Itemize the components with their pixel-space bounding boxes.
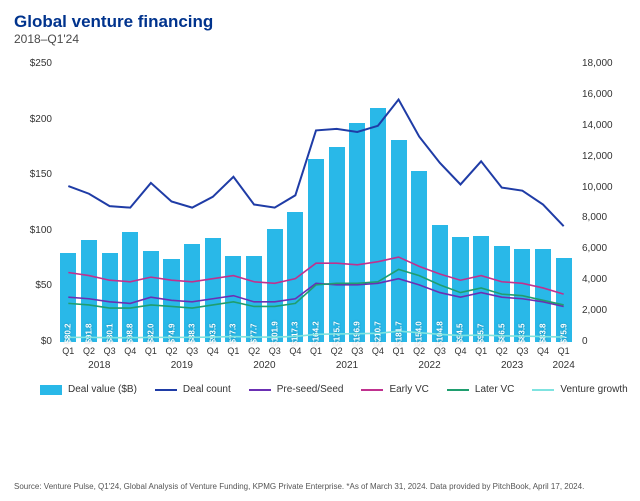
y-left-tick: $250 bbox=[30, 58, 52, 69]
x-year: 2019 bbox=[171, 360, 193, 371]
x-year: 2020 bbox=[253, 360, 275, 371]
y-right-tick: 6,000 bbox=[582, 243, 607, 254]
x-tick: Q3 bbox=[104, 346, 116, 356]
legend-item: Later VC bbox=[447, 384, 514, 395]
series-line bbox=[68, 257, 563, 294]
y-left-tick: $50 bbox=[35, 280, 52, 291]
chart-subtitle: 2018–Q1'24 bbox=[14, 32, 626, 46]
chart-area: $80.2$91.8$80.1$98.8$82.0$74.9$88.3$93.5… bbox=[14, 56, 626, 396]
legend-label: Pre-seed/Seed bbox=[277, 384, 344, 395]
x-tick: Q2 bbox=[248, 346, 260, 356]
legend-label: Deal value ($B) bbox=[68, 384, 137, 395]
legend-swatch-line bbox=[447, 389, 469, 391]
legend-swatch-line bbox=[361, 389, 383, 391]
x-tick: Q2 bbox=[413, 346, 425, 356]
y-right-tick: 0 bbox=[582, 336, 588, 347]
y-right-tick: 2,000 bbox=[582, 305, 607, 316]
x-tick: Q2 bbox=[83, 346, 95, 356]
lines-layer bbox=[58, 64, 574, 342]
x-tick: Q1 bbox=[310, 346, 322, 356]
chart-title: Global venture financing bbox=[14, 12, 626, 32]
legend-item: Deal value ($B) bbox=[40, 384, 137, 395]
legend-item: Early VC bbox=[361, 384, 428, 395]
x-tick: Q2 bbox=[496, 346, 508, 356]
chart-root: Global venture financing 2018–Q1'24 $80.… bbox=[0, 0, 640, 501]
y-right-tick: 14,000 bbox=[582, 120, 613, 131]
x-tick: Q2 bbox=[166, 346, 178, 356]
x-tick: Q4 bbox=[289, 346, 301, 356]
y-right-tick: 8,000 bbox=[582, 212, 607, 223]
source-note: Source: Venture Pulse, Q1'24, Global Ana… bbox=[14, 482, 626, 491]
legend-item: Deal count bbox=[155, 384, 231, 395]
legend-label: Early VC bbox=[389, 384, 428, 395]
x-tick: Q4 bbox=[207, 346, 219, 356]
legend-item: Pre-seed/Seed bbox=[249, 384, 344, 395]
legend-label: Deal count bbox=[183, 384, 231, 395]
y-right-tick: 18,000 bbox=[582, 58, 613, 69]
x-tick: Q3 bbox=[269, 346, 281, 356]
y-left-tick: $200 bbox=[30, 114, 52, 125]
x-year: 2022 bbox=[418, 360, 440, 371]
y-right-tick: 12,000 bbox=[582, 151, 613, 162]
y-left-tick: $0 bbox=[41, 336, 52, 347]
x-tick: Q3 bbox=[434, 346, 446, 356]
x-year: 2024 bbox=[553, 360, 575, 371]
legend-swatch-line bbox=[532, 389, 554, 391]
x-year: 2021 bbox=[336, 360, 358, 371]
legend-swatch-bar bbox=[40, 385, 62, 395]
x-year: 2018 bbox=[88, 360, 110, 371]
series-line bbox=[68, 279, 563, 307]
y-left-tick: $150 bbox=[30, 169, 52, 180]
x-tick: Q1 bbox=[227, 346, 239, 356]
x-tick: Q3 bbox=[516, 346, 528, 356]
x-tick: Q1 bbox=[558, 346, 570, 356]
x-tick: Q4 bbox=[537, 346, 549, 356]
legend-swatch-line bbox=[249, 389, 271, 391]
series-line bbox=[68, 100, 563, 227]
y-right-tick: 16,000 bbox=[582, 89, 613, 100]
x-tick: Q2 bbox=[331, 346, 343, 356]
x-tick: Q4 bbox=[124, 346, 136, 356]
x-tick: Q1 bbox=[62, 346, 74, 356]
legend-label: Venture growth bbox=[560, 384, 627, 395]
y-right-tick: 10,000 bbox=[582, 182, 613, 193]
y-right-tick: 4,000 bbox=[582, 274, 607, 285]
legend-label: Later VC bbox=[475, 384, 514, 395]
x-tick: Q4 bbox=[454, 346, 466, 356]
legend: Deal value ($B) Deal count Pre-seed/Seed Ea… bbox=[40, 384, 640, 395]
series-line bbox=[68, 269, 563, 308]
series-line bbox=[68, 331, 563, 337]
x-tick: Q1 bbox=[145, 346, 157, 356]
x-year: 2023 bbox=[501, 360, 523, 371]
legend-swatch-line bbox=[155, 389, 177, 391]
x-tick: Q4 bbox=[372, 346, 384, 356]
y-left-tick: $100 bbox=[30, 225, 52, 236]
x-tick: Q1 bbox=[393, 346, 405, 356]
legend-item: Venture growth bbox=[532, 384, 627, 395]
x-tick: Q3 bbox=[351, 346, 363, 356]
x-tick: Q3 bbox=[186, 346, 198, 356]
x-tick: Q1 bbox=[475, 346, 487, 356]
